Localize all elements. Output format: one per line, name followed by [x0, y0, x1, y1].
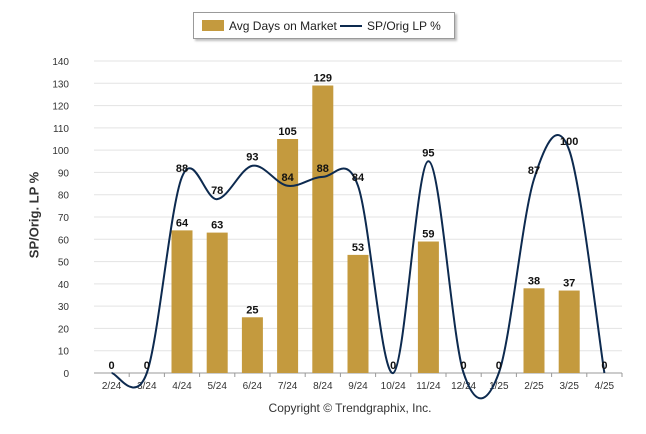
bar [347, 254, 369, 373]
y-tick-label: 110 [53, 124, 69, 135]
y-tick-label: 80 [58, 191, 70, 202]
line-data-label: 100 [560, 136, 578, 148]
legend-label-avg-days: Avg Days on Market [229, 18, 337, 33]
line-data-label: 93 [246, 152, 258, 164]
y-tick-label: 70 [58, 213, 70, 224]
x-tick-label: 8/24 [313, 381, 333, 392]
bar [206, 232, 228, 373]
bar-data-label: 63 [211, 220, 223, 232]
line-data-label: 88 [317, 163, 329, 175]
x-tick-label: 5/24 [207, 381, 227, 392]
x-tick-label: 10/24 [381, 381, 406, 392]
bar-data-label: 59 [422, 229, 434, 241]
y-tick-label: 40 [58, 280, 70, 291]
line-data-label: 95 [422, 147, 434, 159]
bar-data-label: 0 [496, 360, 502, 372]
line-data-label: 84 [352, 172, 365, 184]
bar [277, 139, 299, 373]
bar [558, 290, 580, 373]
bar-data-label: 105 [278, 126, 296, 138]
x-tick-label: 3/25 [559, 381, 579, 392]
line-data-label: 84 [281, 172, 294, 184]
y-tick-label: 100 [52, 146, 69, 157]
x-tick-label: 3/24 [137, 381, 157, 392]
y-tick-label: 50 [58, 258, 70, 269]
bar-data-label: 0 [601, 360, 607, 372]
line-data-label: 87 [528, 165, 540, 177]
x-tick-label: 6/24 [243, 381, 263, 392]
bar [523, 288, 545, 373]
bar-data-label: 64 [176, 217, 189, 229]
bar-data-label: 0 [390, 360, 396, 372]
legend-label-sp-orig: SP/Orig LP % [367, 18, 441, 33]
bar-data-label: 53 [352, 242, 364, 254]
legend: Avg Days on Market SP/Orig LP % [193, 12, 455, 39]
line-series-sp-orig [111, 134, 606, 400]
legend-item-avg-days[interactable]: Avg Days on Market [202, 13, 337, 38]
y-tick-label: 120 [52, 102, 69, 113]
y-tick-label: 90 [58, 168, 70, 179]
y-tick-label: 0 [63, 369, 69, 380]
y-tick-label: 30 [58, 302, 70, 313]
x-tick-label: 7/24 [278, 381, 298, 392]
bar-data-label: 0 [461, 360, 467, 372]
bar-data-label: 38 [528, 275, 540, 287]
y-tick-label: 60 [58, 235, 70, 246]
copyright-credit: Copyright © Trendgraphix, Inc. [268, 401, 432, 415]
y-axis-title: SP/Orig. LP % [26, 171, 42, 259]
y-tick-label: 20 [58, 324, 70, 335]
y-tick-label: 10 [58, 347, 70, 358]
legend-item-sp-orig[interactable]: SP/Orig LP % [340, 13, 441, 38]
x-tick-label: 11/24 [416, 381, 441, 392]
line-data-label: 88 [176, 163, 188, 175]
x-tick-label: 2/25 [524, 381, 544, 392]
x-tick-label: 2/24 [102, 381, 122, 392]
y-tick-label: 130 [52, 79, 69, 90]
legend-line-swatch [340, 24, 362, 27]
bar-data-label: 129 [314, 73, 332, 85]
bar [312, 85, 334, 373]
bar-data-label: 0 [109, 360, 115, 372]
bar [171, 230, 193, 373]
bar-data-label: 25 [246, 304, 258, 316]
bar-data-label: 37 [563, 278, 575, 290]
bar [417, 241, 439, 373]
line-data-label: 78 [211, 185, 223, 197]
bar-data-label: 0 [144, 360, 150, 372]
x-tick-label: 4/24 [172, 381, 192, 392]
y-tick-label: 140 [52, 57, 69, 68]
x-tick-label: 1/25 [489, 381, 509, 392]
x-tick-label: 4/25 [595, 381, 615, 392]
legend-bar-swatch [202, 20, 224, 31]
x-tick-label: 12/24 [451, 381, 476, 392]
x-tick-label: 9/24 [348, 381, 368, 392]
bar [241, 317, 263, 373]
